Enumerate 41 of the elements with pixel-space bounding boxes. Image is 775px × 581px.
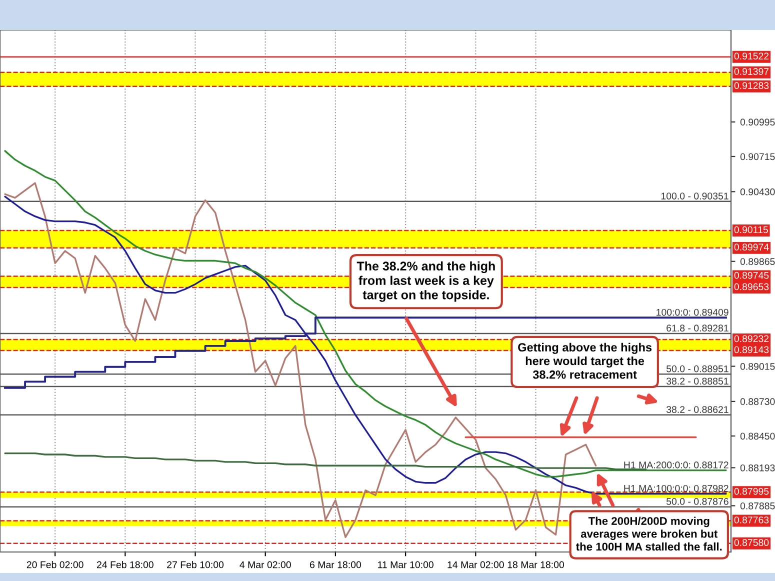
annotation: H1 MA:100:0:0: 0.87982 <box>624 484 728 492</box>
ref-line-label: 0.91522 <box>734 52 769 60</box>
annotation: 38.2 - 0.88851 <box>666 378 728 385</box>
ref-line-label: 0.87763 <box>734 516 769 524</box>
ref-line-label: 0.90115 <box>734 226 768 234</box>
y-tick-label: 0.89015 <box>740 363 775 370</box>
ref-line-label: 0.89143 <box>734 346 769 354</box>
annotation: 100:0:0: 0.89409 <box>656 308 728 316</box>
ref-line-label: 0.91283 <box>734 82 769 90</box>
ref-line-label: 0.87580 <box>734 539 769 546</box>
ref-line-label: 0.89232 <box>734 335 769 342</box>
ref-line-label: 0.89745 <box>734 272 769 279</box>
ref-line-label: 0.87995 <box>734 488 769 495</box>
annotation: 50.0 - 0.88951 <box>666 365 728 372</box>
x-tick-label: 24 Feb 18:00 <box>97 561 154 568</box>
x-tick-label: 20 Feb 02:00 <box>26 561 84 568</box>
x-tick-label: 14 Mar 02:00 <box>448 561 504 568</box>
y-tick-label: 0.88193 <box>740 464 775 472</box>
x-tick-label: 18 Mar 18:00 <box>508 561 564 568</box>
ref-line-label: 0.91397 <box>734 68 769 75</box>
y-tick-label: 0.88730 <box>740 398 775 406</box>
y-tick-label: 0.90995 <box>740 118 775 126</box>
x-tick-label: 4 Mar 02:00 <box>240 561 291 568</box>
x-tick-label: 27 Feb 10:00 <box>167 561 224 568</box>
y-tick-label: 0.87885 <box>740 502 775 510</box>
annotation: The 200H/200D moving averages were broken but the 100H MA stalled the fall. <box>576 516 722 551</box>
annotation: The 38.2% and the high from last week is a key target on the topside. <box>356 261 495 302</box>
x-tick-label: 6 Mar 18:00 <box>310 561 362 568</box>
annotation: 50.0 - 0.87876 <box>666 498 728 505</box>
annotation: 38.2 - 0.88621 <box>666 406 728 413</box>
ref-line-label: 0.89653 <box>734 283 769 290</box>
y-tick-label: 0.90430 <box>740 188 775 196</box>
annotation: 61.8 - 0.89281 <box>666 324 728 332</box>
y-tick-label: 0.90715 <box>740 153 775 160</box>
y-tick-label: 0.88450 <box>740 432 775 440</box>
ref-line-label: 0.89974 <box>734 244 769 251</box>
annotation: 100.0 - 0.90351 <box>661 192 728 200</box>
x-tick-label: 11 Mar 10:00 <box>378 561 434 568</box>
annotation: H1 MA:200:0:0: 0.88172 <box>624 462 728 468</box>
y-tick-label: 0.89865 <box>740 258 775 265</box>
annotation: Getting above the highs here would target the 38.2% retracement <box>518 342 652 379</box>
